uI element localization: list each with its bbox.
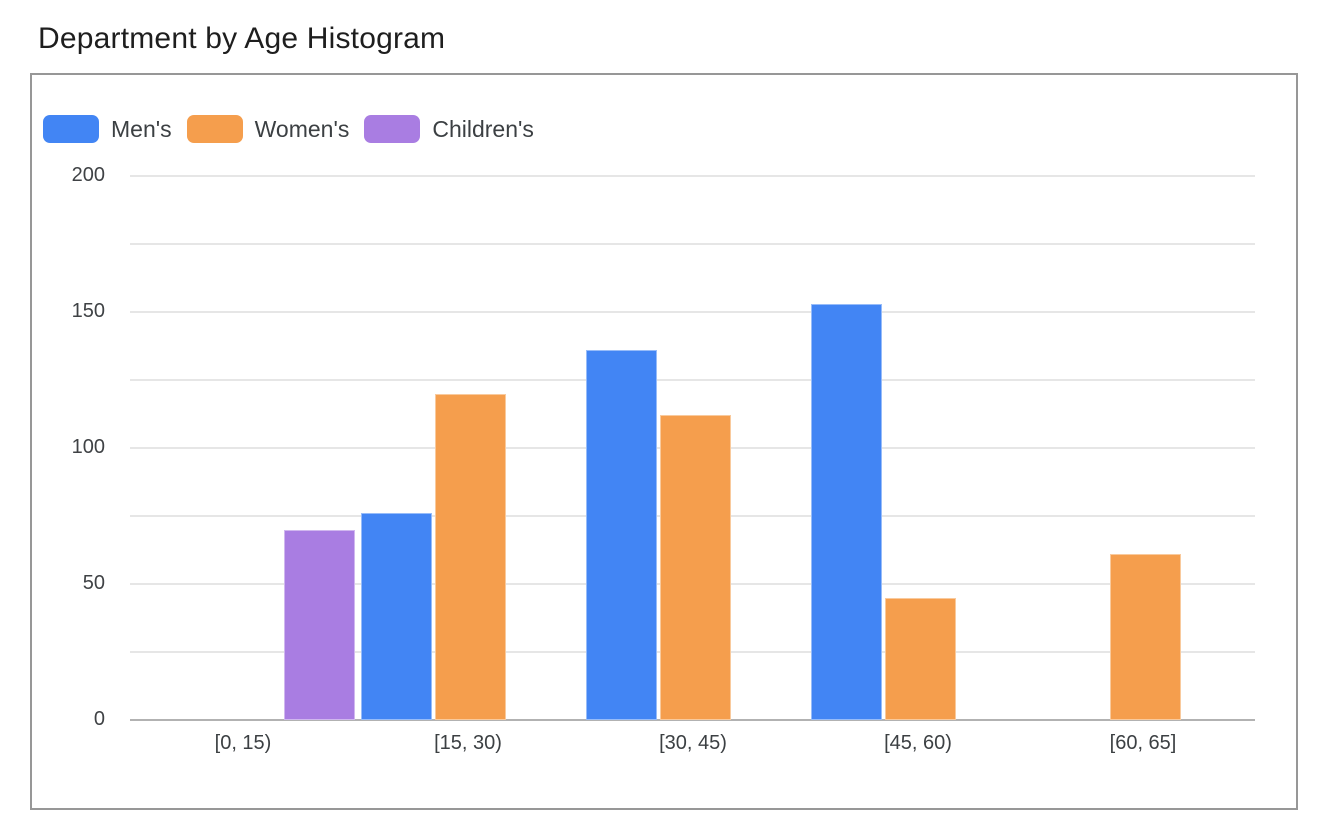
y-tick-label: 200 <box>71 164 105 186</box>
x-axis-line <box>130 719 1255 721</box>
legend-item-childrens: Children's <box>364 115 534 143</box>
gridline-175 <box>130 243 1255 245</box>
x-tick-label: [45, 60) <box>884 732 952 754</box>
bar-mens-1[interactable] <box>361 513 432 720</box>
x-tick-label: [60, 65] <box>1109 732 1177 754</box>
y-tick-label: 0 <box>93 708 105 730</box>
bar-womens-4[interactable] <box>1110 554 1181 720</box>
gridline-150 <box>130 311 1255 313</box>
chart-card: Men's Women's Children's 0 50 100 150 200 [0, 1… <box>30 73 1298 810</box>
legend-swatch-icon <box>186 115 243 143</box>
legend: Men's Women's Children's <box>43 115 534 143</box>
legend-item-womens: Women's <box>186 115 350 143</box>
legend-swatch-icon <box>364 115 421 143</box>
y-tick-label: 50 <box>82 572 105 594</box>
legend-label: Women's <box>254 115 350 142</box>
y-tick-label: 150 <box>71 300 105 322</box>
gridline-200 <box>130 175 1255 177</box>
bar-childrens-0[interactable] <box>284 530 355 720</box>
x-tick-label: [15, 30) <box>434 732 502 754</box>
legend-label: Children's <box>432 115 534 142</box>
legend-swatch-icon <box>43 115 99 143</box>
gridline-125 <box>130 379 1255 381</box>
bar-womens-2[interactable] <box>660 415 731 720</box>
x-tick-label: [0, 15) <box>214 732 272 754</box>
bar-womens-3[interactable] <box>885 598 956 720</box>
bar-womens-1[interactable] <box>435 394 506 720</box>
legend-item-mens: Men's <box>43 115 172 143</box>
chart-title: Department by Age Histogram <box>38 22 446 55</box>
y-tick-label: 100 <box>71 436 105 458</box>
bar-mens-2[interactable] <box>586 350 657 720</box>
bar-mens-3[interactable] <box>811 304 882 720</box>
legend-label: Men's <box>111 115 172 142</box>
x-tick-label: [30, 45) <box>659 732 727 754</box>
plot-area: 0 50 100 150 200 [0, 15) [15, 30) [30, 45) [45, … <box>32 75 1296 808</box>
